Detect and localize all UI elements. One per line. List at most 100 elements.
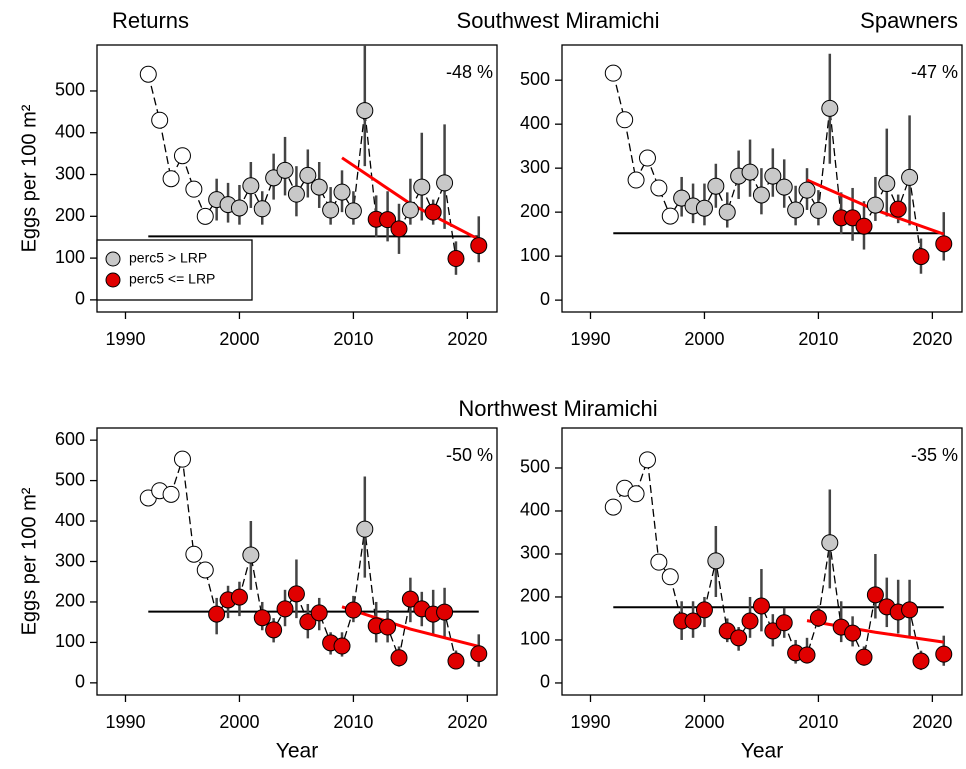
data-point xyxy=(185,180,203,198)
data-point xyxy=(650,553,668,571)
x-tick-label: 1990 xyxy=(570,712,610,732)
data-point xyxy=(844,624,862,642)
y-tick-label: 500 xyxy=(520,457,550,477)
data-point xyxy=(424,203,442,221)
x-tick-label: 2000 xyxy=(684,329,724,349)
x-tick-label: 2020 xyxy=(447,712,487,732)
data-point xyxy=(344,202,362,220)
data-point xyxy=(741,163,759,181)
column-title: Returns xyxy=(112,8,189,33)
data-point xyxy=(718,203,736,221)
trend-line xyxy=(806,619,944,644)
data-point xyxy=(866,196,884,214)
data-point xyxy=(912,652,930,670)
data-point xyxy=(809,609,827,627)
data-point xyxy=(139,65,157,83)
data-point xyxy=(935,235,953,253)
x-axis-label: Year xyxy=(276,740,318,763)
plot-frame xyxy=(96,44,498,313)
data-point xyxy=(299,166,317,184)
data-point xyxy=(162,170,180,188)
legend-label: perc5 > LRP xyxy=(129,250,207,266)
x-tick-label: 2000 xyxy=(684,712,724,732)
data-point xyxy=(447,250,465,268)
y-tick-label: 300 xyxy=(55,163,85,183)
connector-line xyxy=(613,73,943,256)
data-point xyxy=(650,179,668,197)
data-point xyxy=(470,645,488,663)
data-point xyxy=(310,604,328,622)
data-point xyxy=(821,99,839,117)
data-point xyxy=(276,600,294,618)
x-tick-label: 1990 xyxy=(105,712,145,732)
data-point xyxy=(730,629,748,647)
row-title: Southwest Miramichi xyxy=(457,8,660,33)
data-point xyxy=(447,652,465,670)
y-tick-label: 500 xyxy=(55,469,85,489)
connector-line xyxy=(148,74,478,258)
y-tick-label: 200 xyxy=(55,591,85,611)
data-point xyxy=(901,168,919,186)
x-tick-label: 2000 xyxy=(219,712,259,732)
change-annotation: -48 % xyxy=(446,62,493,82)
data-point xyxy=(855,217,873,235)
data-point xyxy=(889,200,907,218)
data-point xyxy=(196,561,214,579)
data-point xyxy=(798,646,816,664)
y-tick-label: 0 xyxy=(75,289,85,309)
data-point xyxy=(901,601,919,619)
data-point xyxy=(775,178,793,196)
legend-label: perc5 <= LRP xyxy=(129,271,215,287)
y-tick-label: 100 xyxy=(520,245,550,265)
x-tick-label: 2010 xyxy=(333,712,373,732)
y-axis-label: Eggs per 100 m² xyxy=(18,487,40,635)
data-point xyxy=(322,201,340,219)
x-tick-label: 2020 xyxy=(912,712,952,732)
data-point xyxy=(242,177,260,195)
data-point xyxy=(230,588,248,606)
y-tick-label: 500 xyxy=(55,80,85,100)
data-point xyxy=(638,149,656,167)
data-point xyxy=(242,546,260,564)
data-point xyxy=(695,601,713,619)
change-annotation: -47 % xyxy=(911,62,958,82)
data-point xyxy=(276,161,294,179)
data-point xyxy=(470,237,488,255)
data-point xyxy=(436,603,454,621)
y-tick-label: 400 xyxy=(55,121,85,141)
data-point xyxy=(798,181,816,199)
data-point xyxy=(707,177,725,195)
data-point xyxy=(344,601,362,619)
data-point xyxy=(855,648,873,666)
data-point xyxy=(162,485,180,503)
data-point xyxy=(287,585,305,603)
data-point xyxy=(356,102,374,120)
x-axis-label: Year xyxy=(741,740,783,763)
x-tick-label: 1990 xyxy=(105,329,145,349)
data-point xyxy=(695,199,713,217)
y-tick-label: 100 xyxy=(55,631,85,651)
data-point xyxy=(436,174,454,192)
y-tick-label: 0 xyxy=(540,672,550,692)
data-point xyxy=(707,552,725,570)
x-tick-label: 2010 xyxy=(798,329,838,349)
data-point xyxy=(390,649,408,667)
data-point xyxy=(173,450,191,468)
data-point xyxy=(299,613,317,631)
y-tick-label: 400 xyxy=(520,113,550,133)
data-point xyxy=(287,185,305,203)
change-annotation: -50 % xyxy=(446,445,493,465)
data-point xyxy=(878,175,896,193)
data-point xyxy=(265,621,283,639)
y-tick-label: 100 xyxy=(55,247,85,267)
row-title: Northwest Miramichi xyxy=(458,396,657,421)
data-point xyxy=(401,201,419,219)
data-point xyxy=(844,209,862,227)
data-point xyxy=(253,200,271,218)
data-point xyxy=(196,207,214,225)
data-point xyxy=(413,178,431,196)
data-point xyxy=(356,520,374,538)
x-tick-label: 2020 xyxy=(912,329,952,349)
x-tick-label: 2010 xyxy=(798,712,838,732)
